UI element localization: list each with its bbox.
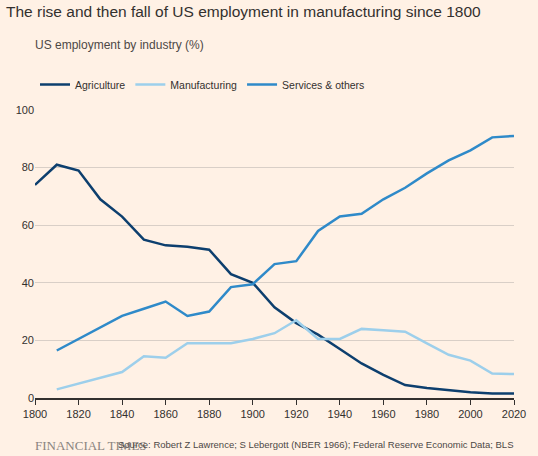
svg-text:1860: 1860 <box>153 408 177 420</box>
svg-text:US employment by industry (%): US employment by industry (%) <box>35 38 204 52</box>
svg-text:Agriculture: Agriculture <box>75 79 125 91</box>
svg-text:2000: 2000 <box>458 408 482 420</box>
svg-text:Source: Robert Z Lawrence; S L: Source: Robert Z Lawrence; S Lebergott (… <box>118 439 514 450</box>
svg-text:80: 80 <box>22 161 34 173</box>
svg-text:1960: 1960 <box>371 408 395 420</box>
svg-text:1880: 1880 <box>197 408 221 420</box>
svg-text:FINANCIAL TIMES: FINANCIAL TIMES <box>35 438 147 453</box>
svg-text:20: 20 <box>22 334 34 346</box>
svg-text:2020: 2020 <box>502 408 526 420</box>
svg-text:0: 0 <box>28 392 34 404</box>
svg-text:1800: 1800 <box>23 408 47 420</box>
svg-text:1940: 1940 <box>328 408 352 420</box>
svg-text:1840: 1840 <box>110 408 134 420</box>
svg-text:60: 60 <box>22 219 34 231</box>
svg-text:40: 40 <box>22 277 34 289</box>
svg-text:100: 100 <box>16 104 34 116</box>
svg-text:1980: 1980 <box>415 408 439 420</box>
svg-text:1920: 1920 <box>284 408 308 420</box>
svg-text:1820: 1820 <box>66 408 90 420</box>
svg-text:Services & others: Services & others <box>282 79 364 91</box>
svg-text:Manufacturing: Manufacturing <box>170 79 237 91</box>
svg-text:1900: 1900 <box>240 408 264 420</box>
svg-text:The rise and then fall of US e: The rise and then fall of US employment … <box>6 3 481 20</box>
